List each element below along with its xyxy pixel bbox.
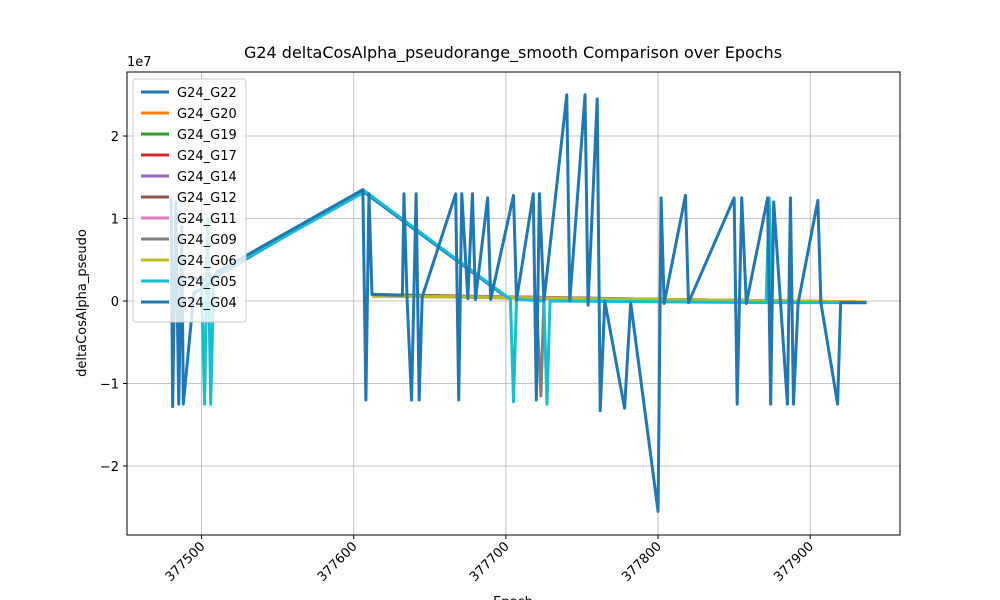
legend-label: G24_G05 xyxy=(177,275,237,290)
y-axis-label: deltaCosAlpha_pseudo xyxy=(75,229,90,377)
legend-label: G24_G14 xyxy=(177,170,237,185)
legend-label: G24_G17 xyxy=(177,149,237,164)
series-line xyxy=(200,188,865,406)
legend-label: G24_G09 xyxy=(177,233,237,248)
y-tick-label: 0 xyxy=(111,295,119,310)
legend: G24_G22 G24_G20 G24_G19 G24_G17 G24_G14 G24_G… xyxy=(132,78,247,323)
legend-label: G24_G19 xyxy=(177,128,237,143)
plot-area xyxy=(169,93,867,513)
legend-label: G24_G22 xyxy=(177,86,237,101)
y-tick-label: 2 xyxy=(111,130,119,145)
legend-label: G24_G11 xyxy=(177,212,237,227)
y-tick-label: −2 xyxy=(100,460,119,475)
legend-label: G24_G20 xyxy=(177,107,237,122)
x-axis-label: Epoch xyxy=(493,595,533,600)
y-offset-label: 1e7 xyxy=(127,55,152,70)
series-line xyxy=(169,93,867,513)
y-tick-label: 1 xyxy=(111,213,119,228)
chart-title: G24 deltaCosAlpha_pseudorange_smooth Com… xyxy=(244,43,782,63)
y-tick-label: −1 xyxy=(100,378,119,393)
axes-frame xyxy=(126,71,901,536)
legend-label: G24_G12 xyxy=(177,191,237,206)
legend-label: G24_G06 xyxy=(177,254,237,269)
series-line xyxy=(371,294,867,304)
legend-label: G24_G04 xyxy=(177,296,237,311)
